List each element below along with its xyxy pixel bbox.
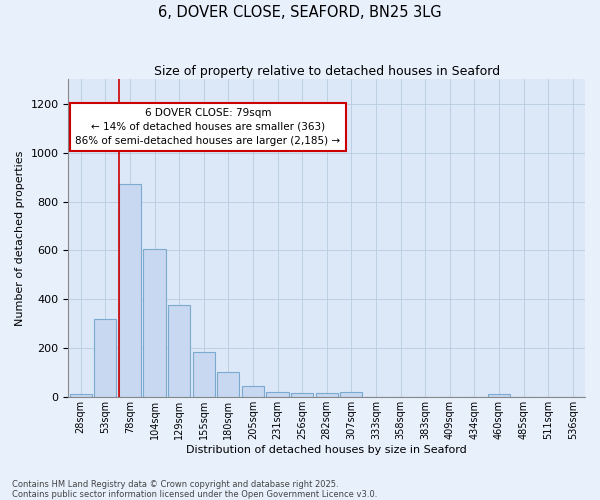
Bar (488, 394, 510, 398)
Bar (217, 372, 239, 398)
Y-axis label: Number of detached properties: Number of detached properties (15, 150, 25, 326)
Bar (70, 394, 92, 398)
Text: 6, DOVER CLOSE, SEAFORD, BN25 3LG: 6, DOVER CLOSE, SEAFORD, BN25 3LG (158, 5, 442, 20)
Text: 6 DOVER CLOSE: 79sqm
← 14% of detached houses are smaller (363)
86% of semi-deta: 6 DOVER CLOSE: 79sqm ← 14% of detached h… (76, 108, 340, 146)
Bar (242, 386, 264, 398)
X-axis label: Distribution of detached houses by size in Seaford: Distribution of detached houses by size … (187, 445, 467, 455)
Bar (94, 319, 116, 398)
Bar (340, 392, 362, 398)
Bar (266, 392, 289, 398)
Bar (316, 393, 338, 398)
Bar (193, 352, 215, 398)
Title: Size of property relative to detached houses in Seaford: Size of property relative to detached ho… (154, 65, 500, 78)
Bar (291, 393, 313, 398)
Bar (143, 249, 166, 398)
Text: Contains HM Land Registry data © Crown copyright and database right 2025.
Contai: Contains HM Land Registry data © Crown c… (12, 480, 377, 499)
Bar (168, 305, 190, 398)
Bar (119, 184, 141, 398)
